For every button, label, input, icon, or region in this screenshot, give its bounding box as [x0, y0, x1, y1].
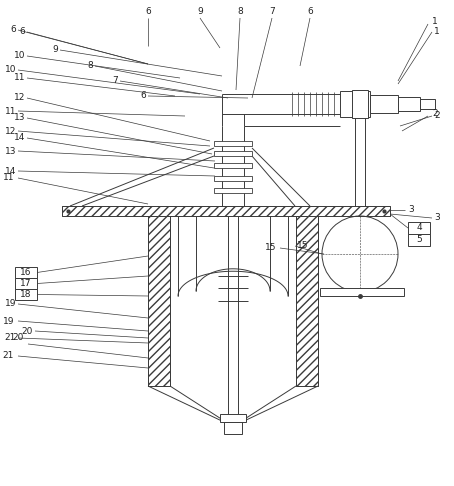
Text: 3: 3	[408, 206, 414, 214]
Bar	[420, 99, 435, 109]
Bar	[15, 278, 37, 289]
Bar	[296, 214, 318, 386]
Text: 11: 11	[14, 73, 25, 83]
Bar	[398, 97, 420, 111]
Text: 3: 3	[434, 213, 440, 223]
Text: 10: 10	[14, 52, 25, 60]
Text: 21: 21	[5, 333, 16, 343]
Text: 12: 12	[14, 93, 25, 103]
Text: 11: 11	[5, 106, 16, 116]
Bar	[148, 214, 170, 386]
Bar	[62, 206, 390, 216]
Text: 15: 15	[265, 243, 276, 253]
Bar	[15, 267, 37, 278]
Bar	[220, 414, 246, 422]
Bar	[296, 214, 318, 386]
Text: 7: 7	[269, 7, 275, 17]
Text: 6: 6	[307, 7, 313, 17]
Text: 13: 13	[5, 146, 16, 156]
Text: 9: 9	[197, 7, 203, 17]
Text: 11: 11	[3, 174, 14, 183]
Bar	[148, 214, 170, 386]
Text: 9: 9	[52, 46, 58, 54]
Bar	[408, 222, 430, 234]
Text: 10: 10	[5, 66, 16, 74]
Text: 8: 8	[87, 62, 93, 70]
Bar	[214, 163, 252, 168]
Text: 20: 20	[13, 333, 24, 343]
Text: 1: 1	[434, 28, 440, 36]
Text: 1: 1	[432, 17, 438, 27]
Bar	[340, 91, 370, 117]
Text: 6: 6	[10, 25, 16, 35]
Bar	[15, 289, 37, 300]
Text: 16: 16	[20, 268, 32, 277]
Text: 5: 5	[416, 236, 422, 244]
Text: 6: 6	[140, 91, 146, 101]
Text: 4: 4	[416, 224, 422, 232]
Text: 15: 15	[297, 242, 309, 250]
Bar	[214, 151, 252, 156]
Bar	[62, 206, 390, 216]
Text: 13: 13	[14, 114, 25, 122]
Text: 2: 2	[432, 109, 438, 119]
Bar	[224, 422, 242, 434]
Text: 6: 6	[19, 28, 25, 36]
Text: 21: 21	[3, 351, 14, 361]
Text: 19: 19	[5, 299, 16, 309]
Text: 14: 14	[14, 134, 25, 142]
Text: 2: 2	[434, 111, 439, 121]
Bar	[214, 141, 252, 146]
Bar	[320, 288, 404, 296]
Text: 18: 18	[20, 290, 32, 299]
Text: 8: 8	[237, 7, 243, 17]
Bar	[408, 234, 430, 246]
Bar	[352, 90, 368, 118]
Bar	[214, 188, 252, 193]
Bar	[370, 95, 398, 113]
Text: 12: 12	[5, 126, 16, 136]
Text: 7: 7	[112, 76, 118, 86]
Bar	[214, 176, 252, 181]
Text: 14: 14	[5, 167, 16, 175]
Text: 6: 6	[145, 7, 151, 17]
Text: 20: 20	[22, 327, 33, 335]
Text: 19: 19	[3, 316, 14, 326]
Text: 17: 17	[20, 279, 32, 288]
